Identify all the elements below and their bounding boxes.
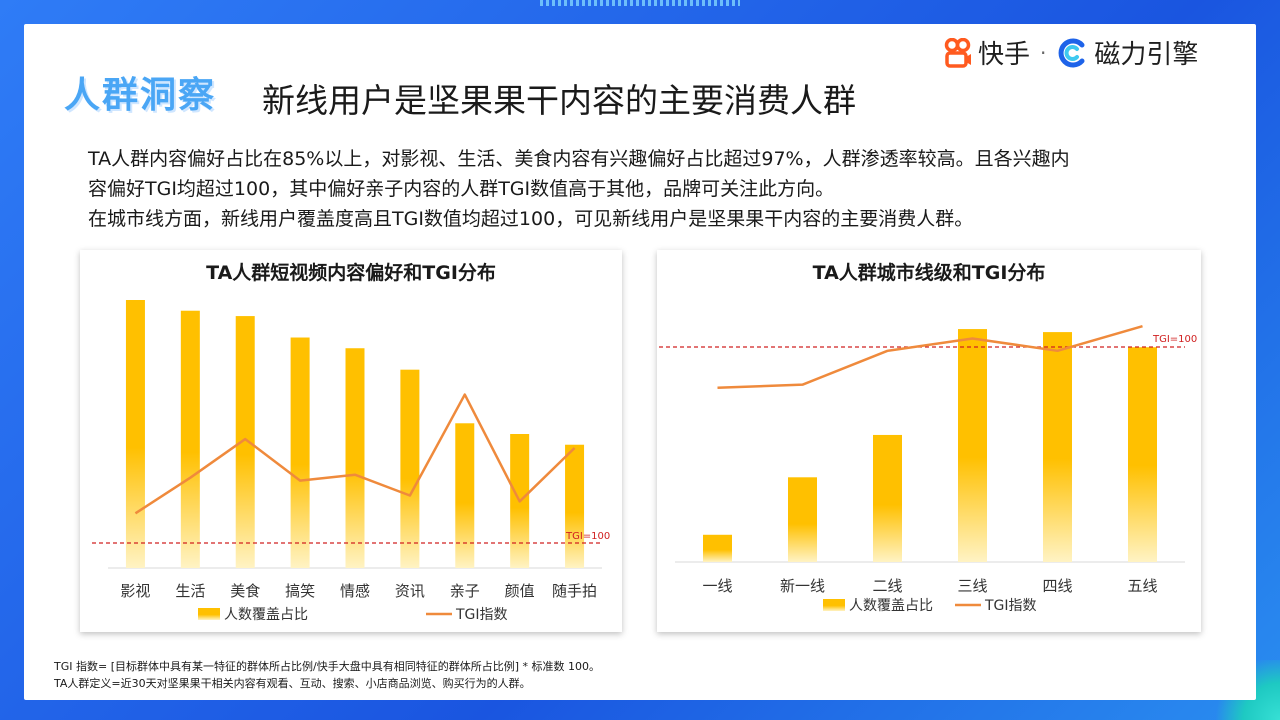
legend-line-label: TGI指数	[455, 607, 508, 623]
category-label: 影视	[120, 582, 150, 600]
category-label: 二线	[872, 577, 902, 595]
legend-bar-label: 人数覆盖占比	[849, 598, 933, 614]
description-line-3: 在城市线方面，新线用户覆盖度高且TGI数值均超过100，可见新线用户是坚果果干内…	[88, 208, 974, 230]
category-label: 颜值	[505, 582, 535, 600]
bar-四线	[1043, 332, 1072, 562]
chart-title: TA人群城市线级和TGI分布	[812, 262, 1046, 284]
legend-bar-swatch	[823, 599, 845, 611]
logo-separator: ·	[1040, 40, 1047, 65]
bar-二线	[873, 434, 902, 562]
tgi-reference-label: TGI=100	[1152, 334, 1197, 345]
legend-bar-swatch	[198, 608, 220, 620]
category-label: 生活	[175, 582, 205, 600]
bar-五线	[1128, 347, 1157, 562]
bar-亲子	[455, 423, 475, 568]
tgi-line	[717, 324, 1143, 390]
footnote-tgi: TGI 指数= [目标群体中具有某一特征的群体所占比例/快手大盘中具有相同特征的…	[54, 660, 600, 673]
bar-搞笑	[290, 337, 310, 568]
category-label: 四线	[1042, 577, 1072, 595]
section-heading: 人群洞察	[64, 75, 217, 116]
brand-logo: 快手 · 磁力引擎	[944, 34, 1198, 71]
cili-engine-wordmark: 磁力引擎	[1094, 40, 1199, 70]
description-line-1: TA人群内容偏好占比在85%以上，对影视、生活、美食内容有兴趣偏好占比超过97%…	[88, 148, 1070, 170]
bar-情感	[345, 348, 365, 568]
category-label: 搞笑	[285, 582, 315, 600]
bar-美食	[235, 316, 255, 568]
page-subtitle: 新线用户是坚果果干内容的主要消费人群	[262, 81, 856, 120]
category-label: 新一线	[780, 577, 825, 595]
bar-资讯	[400, 369, 420, 568]
bar-三线	[958, 329, 987, 562]
cili-engine-logo-icon	[1059, 38, 1085, 67]
category-label: 资讯	[395, 582, 425, 600]
footnotes: TGI 指数= [目标群体中具有某一特征的群体所占比例/快手大盘中具有相同特征的…	[54, 658, 600, 692]
chart-title: TA人群短视频内容偏好和TGI分布	[206, 262, 496, 284]
category-label: 情感	[340, 582, 370, 600]
bar-影视	[125, 300, 145, 568]
bar-新一线	[788, 477, 817, 562]
content-preference-chart: TA人群短视频内容偏好和TGI分布 TGI=100 影视 生活 美食 搞笑 情感 资讯 亲子 颜…	[80, 250, 622, 632]
description: TA人群内容偏好占比在85%以上，对影视、生活、美食内容有兴趣偏好占比超过97%…	[88, 144, 1208, 234]
bar-一线	[703, 534, 732, 562]
category-label: 亲子	[450, 582, 480, 600]
description-line-2: 容偏好TGI均超过100，其中偏好亲子内容的人群TGI数值高于其他，品牌可关注此…	[88, 178, 835, 200]
top-decoration	[540, 0, 740, 6]
category-label: 随手拍	[552, 582, 597, 600]
footnote-ta-definition: TA人群定义=近30天对坚果果干相关内容有观看、互动、搜索、小店商品浏览、购买行…	[54, 677, 531, 690]
kuaishou-logo-icon	[944, 37, 971, 68]
tgi-reference-label: TGI=100	[565, 531, 610, 542]
legend-bar-label: 人数覆盖占比	[224, 607, 308, 623]
bar-随手拍	[565, 444, 585, 568]
category-label: 五线	[1127, 577, 1157, 595]
category-label: 美食	[230, 582, 260, 600]
city-tier-chart: TA人群城市线级和TGI分布 TGI=100 一线 新一线 二线 三线 四线 五线人数覆盖占…	[657, 250, 1201, 632]
kuaishou-wordmark: 快手	[978, 40, 1031, 70]
category-label: 三线	[957, 577, 987, 595]
legend-line-label: TGI指数	[984, 598, 1037, 614]
category-label: 一线	[702, 577, 732, 595]
bar-生活	[180, 310, 200, 568]
